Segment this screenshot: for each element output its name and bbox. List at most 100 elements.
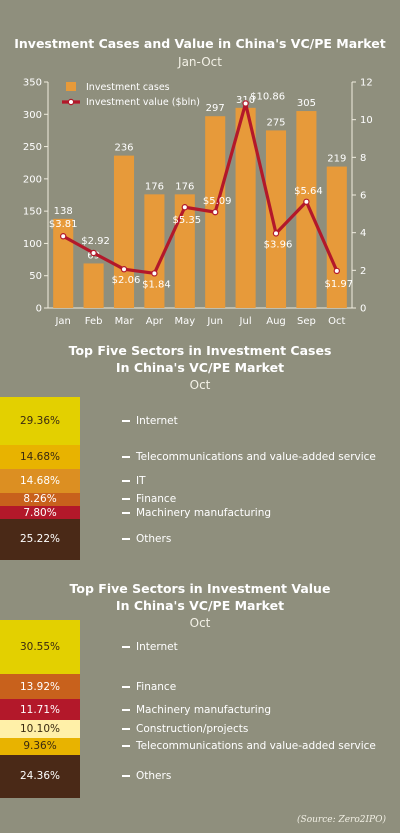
sector-name: Finance [136,493,177,506]
line-point [151,270,158,277]
sector-name: IT [136,474,146,487]
y-left-tick-label: 150 [23,207,42,218]
stack-segment: 14.68% [0,468,80,493]
legend-swatch-marker [67,98,75,106]
line-label: $2.92 [81,236,110,247]
bar [53,218,74,308]
stack-segment-label: IT [122,474,146,488]
y-right-tick-label: 0 [360,304,366,315]
stack-segment-label: Telecommunications and value-added servi… [122,739,376,753]
stack-segment: 7.80% [0,506,80,519]
bar-label: 138 [54,206,73,217]
sector-name: Others [136,533,172,546]
line-point [211,208,219,216]
y-left-tick-label: 300 [23,110,42,121]
y-right-tick-label: 4 [360,228,366,239]
leader-mark [122,498,130,501]
x-tick-label: Feb [85,316,103,327]
chart1-title: Investment Cases and Value in China's VC… [14,36,386,51]
line-label: $3.96 [264,239,293,250]
leader-mark [122,745,130,748]
line-point [181,204,188,211]
combo-chart: 0501001502002503003500246810121386923617… [23,78,373,328]
y-right-tick-label: 2 [360,266,366,277]
line-label: $2.06 [112,275,141,286]
legend-label-line: Investment value ($bln) [86,97,200,108]
leader-mark [122,419,130,422]
stack-segment-label: Construction/projects [122,722,248,736]
leader-mark [122,646,130,649]
bar-label: 176 [145,181,164,192]
x-tick-label: Jul [239,316,252,327]
line-point [242,100,249,107]
sector-name: Telecommunications and value-added servi… [136,740,376,753]
sector-name: Construction/projects [136,722,249,735]
line-label: $5.64 [294,186,323,197]
sector-name: Internet [136,414,178,427]
line-label: $5.09 [203,196,232,207]
stack-segment-label: Machinery manufacturing [122,703,271,717]
chart3-subtitle: Oct [189,616,211,630]
cases-stacked-bar: 29.36% Internet 14.68% Telecommunications a… [0,397,400,560]
y-left-tick-label: 0 [36,304,42,315]
stack-segment: 14.68% [0,444,80,469]
line-label: $10.86 [250,91,285,102]
y-left-tick-label: 100 [23,239,42,250]
bar [326,166,347,308]
chart2-title-line1: Top Five Sectors in Investment Cases [68,343,332,358]
leader-mark [122,775,130,778]
line-point [303,198,310,205]
leader-mark [122,685,130,688]
line-label: $1.97 [324,279,353,290]
line-label: $3.81 [49,219,78,230]
stack-segment: 8.26% [0,492,80,507]
x-tick-label: Sep [297,316,316,327]
chart3-title-line1: Top Five Sectors in Investment Value [69,581,331,596]
stack-segment: 13.92% [0,674,80,700]
sector-name: Machinery manufacturing [136,703,272,716]
x-tick-label: Jan [54,316,70,327]
stack-segment: 24.36% [0,754,80,798]
leader-mark [122,455,130,458]
line-point [272,230,280,237]
stack-segment: 30.55% [0,620,80,675]
sector-name: Internet [136,641,178,654]
sector-name: Finance [136,680,177,693]
stack-segment-label: Others [122,532,171,546]
sector-name: Others [136,770,172,783]
leader-mark [122,479,130,482]
y-left-tick-label: 50 [29,271,42,282]
bar-label: 219 [327,154,346,165]
legend-label-bars: Investment cases [86,82,170,93]
line-point [90,249,97,257]
x-tick-label: Oct [328,316,345,327]
bar-label: 236 [114,143,133,154]
leader-mark [122,727,130,730]
line-point [60,233,67,240]
bar [296,111,317,308]
source-note: (Source: Zero2IPO) [297,815,386,825]
stack-segment: 10.10% [0,720,80,738]
stack-segment-label: Internet [122,414,178,428]
y-left-tick-label: 250 [23,142,42,153]
y-right-tick-label: 12 [360,78,373,89]
value-stacked-bar: 30.55% Internet 13.92% Finance 11.71% Machine… [0,620,400,798]
x-tick-label: Apr [146,316,164,327]
line-point [333,267,340,275]
stack-segment: 25.22% [0,518,80,560]
stack-segment-label: Internet [122,640,178,654]
stack-segment: 11.71% [0,699,80,720]
line-point [120,266,128,273]
leader-mark [122,511,130,514]
y-right-tick-label: 8 [360,153,366,164]
chart3-title-line2: In China's VC/PE Market [115,598,285,613]
chart2-subtitle: Oct [189,378,211,392]
y-left-tick-label: 350 [23,78,42,89]
bar [235,107,256,308]
x-tick-label: Mar [115,316,135,327]
chart1-subtitle: Jan-Oct [178,55,222,69]
y-right-tick-label: 10 [360,115,373,126]
x-tick-label: Jun [206,316,223,327]
line-label: $5.35 [172,215,201,226]
stack-segment-label: Others [122,769,171,783]
